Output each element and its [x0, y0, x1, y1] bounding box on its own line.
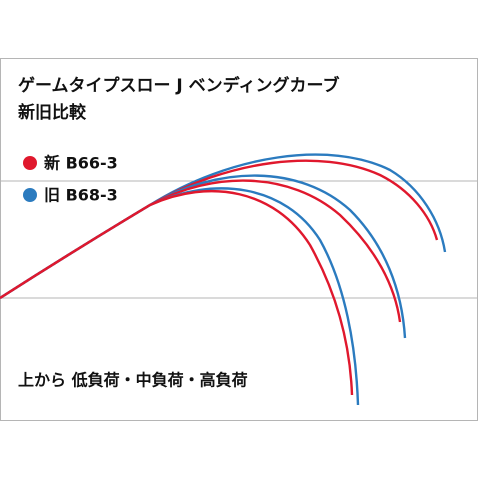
curve-new-low	[0, 189, 354, 396]
legend-dot	[23, 156, 37, 170]
subtitle: 新旧比較	[18, 102, 87, 123]
legend-label: 新 B66-3	[44, 154, 118, 173]
frame	[0, 58, 478, 421]
title: ゲームタイプスロー J ベンディングカーブ	[18, 75, 339, 96]
bending-curves	[0, 153, 447, 406]
legend-dot	[23, 188, 37, 202]
legend-label: 旧 B68-3	[44, 186, 118, 205]
caption: 上から 低負荷・中負荷・高負荷	[18, 371, 248, 390]
